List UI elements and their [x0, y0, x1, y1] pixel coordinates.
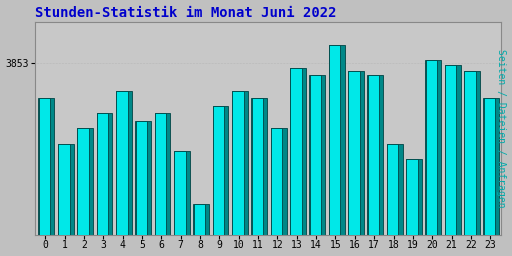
Bar — [213, 106, 224, 235]
Bar — [290, 68, 306, 235]
Bar — [425, 60, 441, 235]
Bar — [97, 113, 113, 235]
Bar — [310, 75, 321, 235]
Bar — [406, 159, 422, 235]
Text: Stunden-Statistik im Monat Juni 2022: Stunden-Statistik im Monat Juni 2022 — [35, 6, 336, 19]
Bar — [271, 129, 282, 235]
Bar — [368, 75, 379, 235]
Bar — [329, 45, 345, 235]
Bar — [77, 129, 89, 235]
Y-axis label: Seiten / Dateien / Anfragen: Seiten / Dateien / Anfragen — [497, 49, 506, 208]
Bar — [483, 98, 499, 235]
Bar — [309, 75, 325, 235]
Bar — [97, 113, 108, 235]
Bar — [155, 113, 170, 235]
Bar — [38, 98, 54, 235]
Bar — [116, 91, 132, 235]
Bar — [484, 98, 495, 235]
Bar — [116, 91, 127, 235]
Bar — [348, 71, 364, 235]
Bar — [232, 91, 248, 235]
Bar — [193, 205, 209, 235]
Bar — [136, 121, 147, 235]
Bar — [212, 106, 228, 235]
Bar — [464, 71, 480, 235]
Bar — [387, 144, 398, 235]
Bar — [232, 91, 244, 235]
Bar — [39, 98, 50, 235]
Bar — [464, 71, 476, 235]
Bar — [251, 98, 263, 235]
Bar — [174, 151, 186, 235]
Bar — [425, 60, 437, 235]
Bar — [407, 159, 418, 235]
Bar — [271, 129, 287, 235]
Bar — [445, 65, 457, 235]
Bar — [387, 144, 402, 235]
Bar — [58, 144, 74, 235]
Bar — [77, 129, 93, 235]
Bar — [445, 65, 461, 235]
Bar — [155, 113, 166, 235]
Bar — [290, 68, 302, 235]
Bar — [194, 205, 205, 235]
Bar — [368, 75, 383, 235]
Bar — [174, 151, 190, 235]
Bar — [251, 98, 267, 235]
Bar — [329, 45, 340, 235]
Bar — [58, 144, 70, 235]
Bar — [135, 121, 151, 235]
Bar — [348, 71, 360, 235]
